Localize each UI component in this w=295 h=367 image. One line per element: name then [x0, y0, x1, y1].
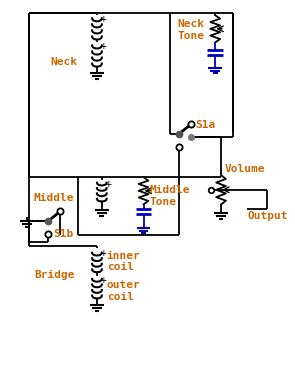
Text: Output: Output	[247, 211, 288, 221]
Text: +: +	[101, 41, 107, 51]
Text: +: +	[101, 14, 107, 24]
Text: Neck
Tone: Neck Tone	[177, 19, 204, 41]
Text: S1b: S1b	[53, 229, 73, 239]
Text: Volume: Volume	[225, 164, 266, 174]
Text: +: +	[106, 179, 112, 189]
Text: Middle: Middle	[34, 193, 74, 203]
Text: Bridge: Bridge	[34, 270, 74, 280]
Text: inner
coil: inner coil	[107, 251, 140, 272]
Text: Neck: Neck	[50, 57, 77, 67]
Text: Middle
Tone: Middle Tone	[149, 185, 190, 207]
Text: +: +	[101, 248, 107, 258]
Text: S1a: S1a	[195, 120, 215, 130]
Text: outer
coil: outer coil	[107, 280, 140, 302]
Text: +: +	[101, 275, 107, 285]
